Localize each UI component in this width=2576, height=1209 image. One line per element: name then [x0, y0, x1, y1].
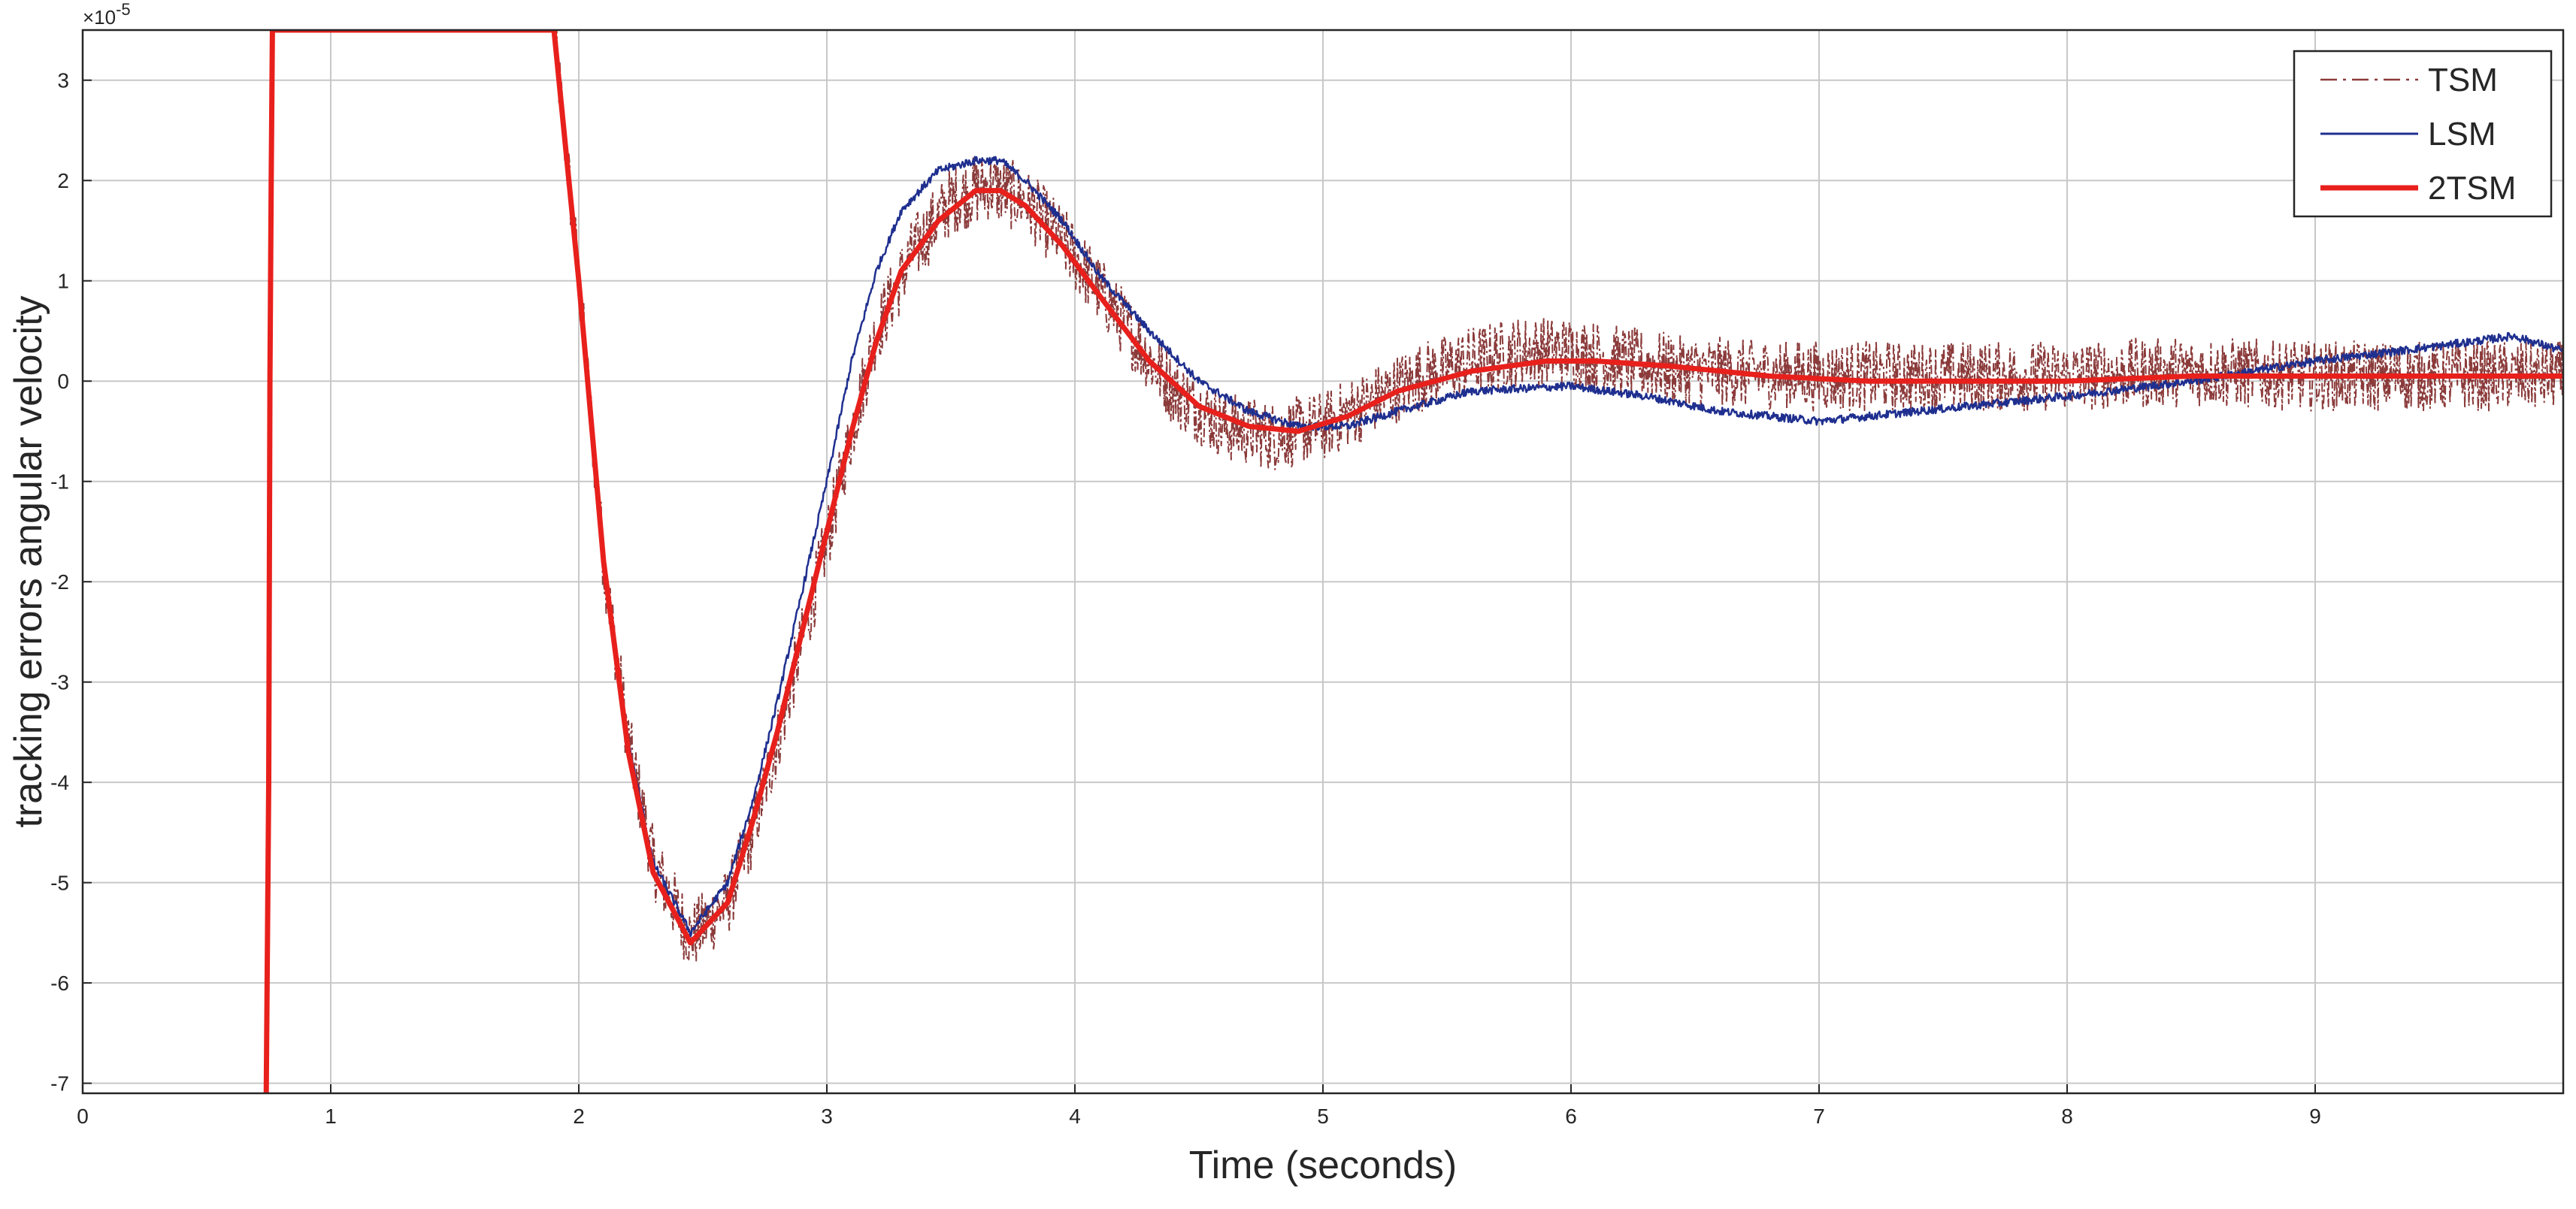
x-tick-label: 1: [325, 1105, 337, 1128]
x-tick-label: 5: [1317, 1105, 1329, 1128]
x-tick-label: 0: [77, 1105, 89, 1128]
legend-label-tsm: TSM: [2428, 62, 2498, 98]
y-tick-label: -5: [50, 872, 69, 895]
legend-items: TSM LSM 2TSM: [2320, 62, 2516, 207]
y-tick-label: -3: [50, 671, 69, 694]
y-tick-label: -6: [50, 972, 69, 995]
x-tick-label: 2: [573, 1105, 585, 1128]
y-exponent-base: ×10: [83, 6, 116, 29]
series-line-tsm: [553, 30, 2563, 962]
x-tick-label: 9: [2309, 1105, 2321, 1128]
x-tick-label: 6: [1565, 1105, 1577, 1128]
y-tick-label: -7: [50, 1072, 69, 1096]
x-axis-title: Time (seconds): [1189, 1144, 1457, 1187]
y-tick-label: -2: [50, 570, 69, 594]
y-tick-label: 2: [57, 169, 69, 192]
grid-layer: [83, 30, 2563, 1093]
y-tick-label: -1: [50, 470, 69, 494]
y-tick-label: -4: [50, 771, 69, 794]
x-tick-label: 3: [821, 1105, 833, 1128]
ticks-layer: 0 1 2 3 4 5 6 7 8 9 -7 -6 -5 -4 -3 -2 -1 0 1 2 3: [50, 69, 2321, 1128]
x-tick-label: 7: [1813, 1105, 1825, 1128]
y-tick-label: 0: [57, 370, 69, 393]
series-line-2tsm: [263, 30, 2563, 1093]
legend-label-2tsm: 2TSM: [2428, 170, 2516, 207]
series-line-lsm: [552, 33, 2563, 938]
y-tick-label: 1: [57, 270, 69, 293]
series-layer: [263, 30, 2563, 1093]
y-axis-title: tracking errors angular velocity: [7, 295, 50, 827]
y-tick-label: 3: [57, 69, 69, 92]
legend[interactable]: TSM LSM 2TSM: [2293, 50, 2553, 218]
y-exponent-power: -5: [116, 0, 131, 19]
x-tick-label: 4: [1069, 1105, 1081, 1128]
y-exponent-label: ×10-5: [83, 0, 131, 29]
x-tick-label: 8: [2061, 1105, 2073, 1128]
legend-label-lsm: LSM: [2428, 116, 2496, 153]
